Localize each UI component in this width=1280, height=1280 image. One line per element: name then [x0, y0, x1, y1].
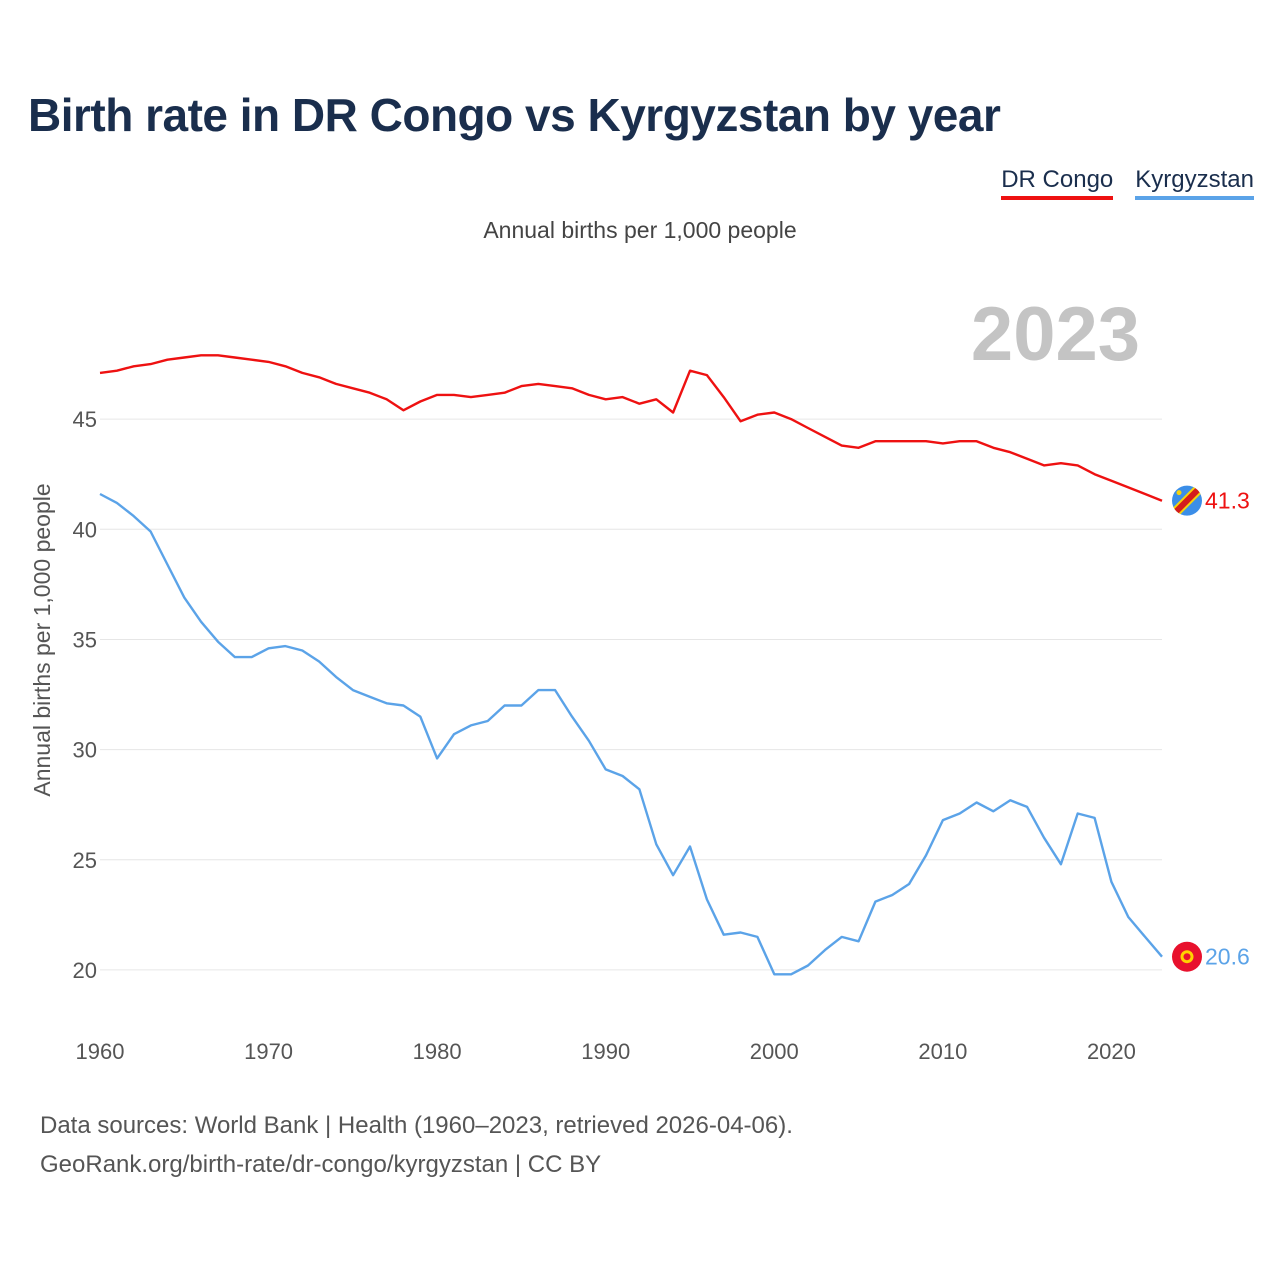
y-tick-label: 20 — [73, 958, 97, 983]
end-value-label: 20.6 — [1205, 944, 1250, 970]
y-tick-label: 30 — [73, 738, 97, 763]
legend-item-dr-congo[interactable]: DR Congo — [1001, 166, 1114, 200]
data-source-text: Data sources: World Bank | Health (1960–… — [40, 1112, 793, 1139]
series-end-markers: 41.3 20.6 — [1172, 485, 1250, 972]
y-tick-label: 35 — [73, 627, 97, 652]
x-tick-label: 1960 — [76, 1039, 125, 1064]
y-axis-ticks: 20 25 30 35 40 45 — [73, 407, 97, 983]
x-axis-ticks: 1960 1970 1980 1990 2000 2010 2020 — [76, 1039, 1136, 1064]
y-tick-label: 45 — [73, 407, 97, 432]
end-value-label: 41.3 — [1205, 488, 1250, 514]
gridlines — [100, 418, 1162, 971]
chart-subtitle: Annual births per 1,000 people — [483, 217, 797, 243]
x-tick-label: 2020 — [1087, 1039, 1136, 1064]
legend: DR Congo Kyrgyzstan — [1001, 166, 1254, 200]
x-tick-label: 1980 — [413, 1039, 462, 1064]
y-tick-label: 25 — [73, 848, 97, 873]
y-axis-label: Annual births per 1,000 people — [29, 483, 55, 796]
series-line-kyrgyzstan[interactable] — [99, 492, 1163, 976]
series-lines — [99, 354, 1163, 976]
x-tick-label: 2010 — [918, 1039, 967, 1064]
x-tick-label: 1970 — [244, 1039, 293, 1064]
dr-congo-flag-icon — [1172, 485, 1202, 516]
chart-title: Birth rate in DR Congo vs Kyrgyzstan by … — [28, 89, 1001, 141]
kyrgyzstan-flag-icon — [1172, 941, 1202, 972]
year-label: 2023 — [971, 292, 1140, 377]
x-tick-label: 1990 — [581, 1039, 630, 1064]
y-tick-label: 40 — [73, 517, 97, 542]
legend-item-kyrgyzstan[interactable]: Kyrgyzstan — [1135, 166, 1254, 200]
series-line-dr-congo[interactable] — [99, 354, 1163, 502]
footer: Data sources: World Bank | Health (1960–… — [40, 1106, 793, 1184]
x-tick-label: 2000 — [750, 1039, 799, 1064]
source-url-text[interactable]: GeoRank.org/birth-rate/dr-congo/kyrgyzst… — [40, 1151, 602, 1178]
